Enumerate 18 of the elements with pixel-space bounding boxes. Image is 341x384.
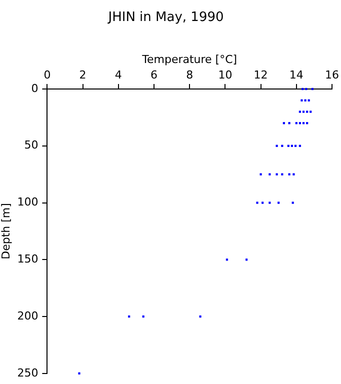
y-tick-label: 50	[24, 138, 38, 152]
x-tick-label: 0	[44, 68, 51, 82]
x-tick-label: 8	[186, 68, 194, 82]
x-tick-label: 4	[114, 68, 122, 82]
x-axis-title: Temperature [°C]	[141, 53, 238, 66]
x-tick-label: 2	[79, 68, 86, 82]
y-axis-title: Depth [m]	[0, 203, 12, 260]
y-tick-label: 150	[17, 252, 38, 266]
x-tick-label: 6	[150, 68, 158, 82]
x-tick-label: 10	[218, 68, 232, 82]
x-tick-label: 12	[254, 68, 268, 82]
y-tick-label: 200	[17, 309, 38, 322]
x-tick-label: 16	[325, 68, 339, 82]
y-tick-label: 250	[17, 366, 38, 380]
y-tick-label: 100	[17, 196, 38, 209]
y-tick-label: 0	[31, 82, 38, 95]
x-tick-label: 14	[289, 68, 304, 82]
chart-title: JHIN in May, 1990	[107, 10, 224, 26]
